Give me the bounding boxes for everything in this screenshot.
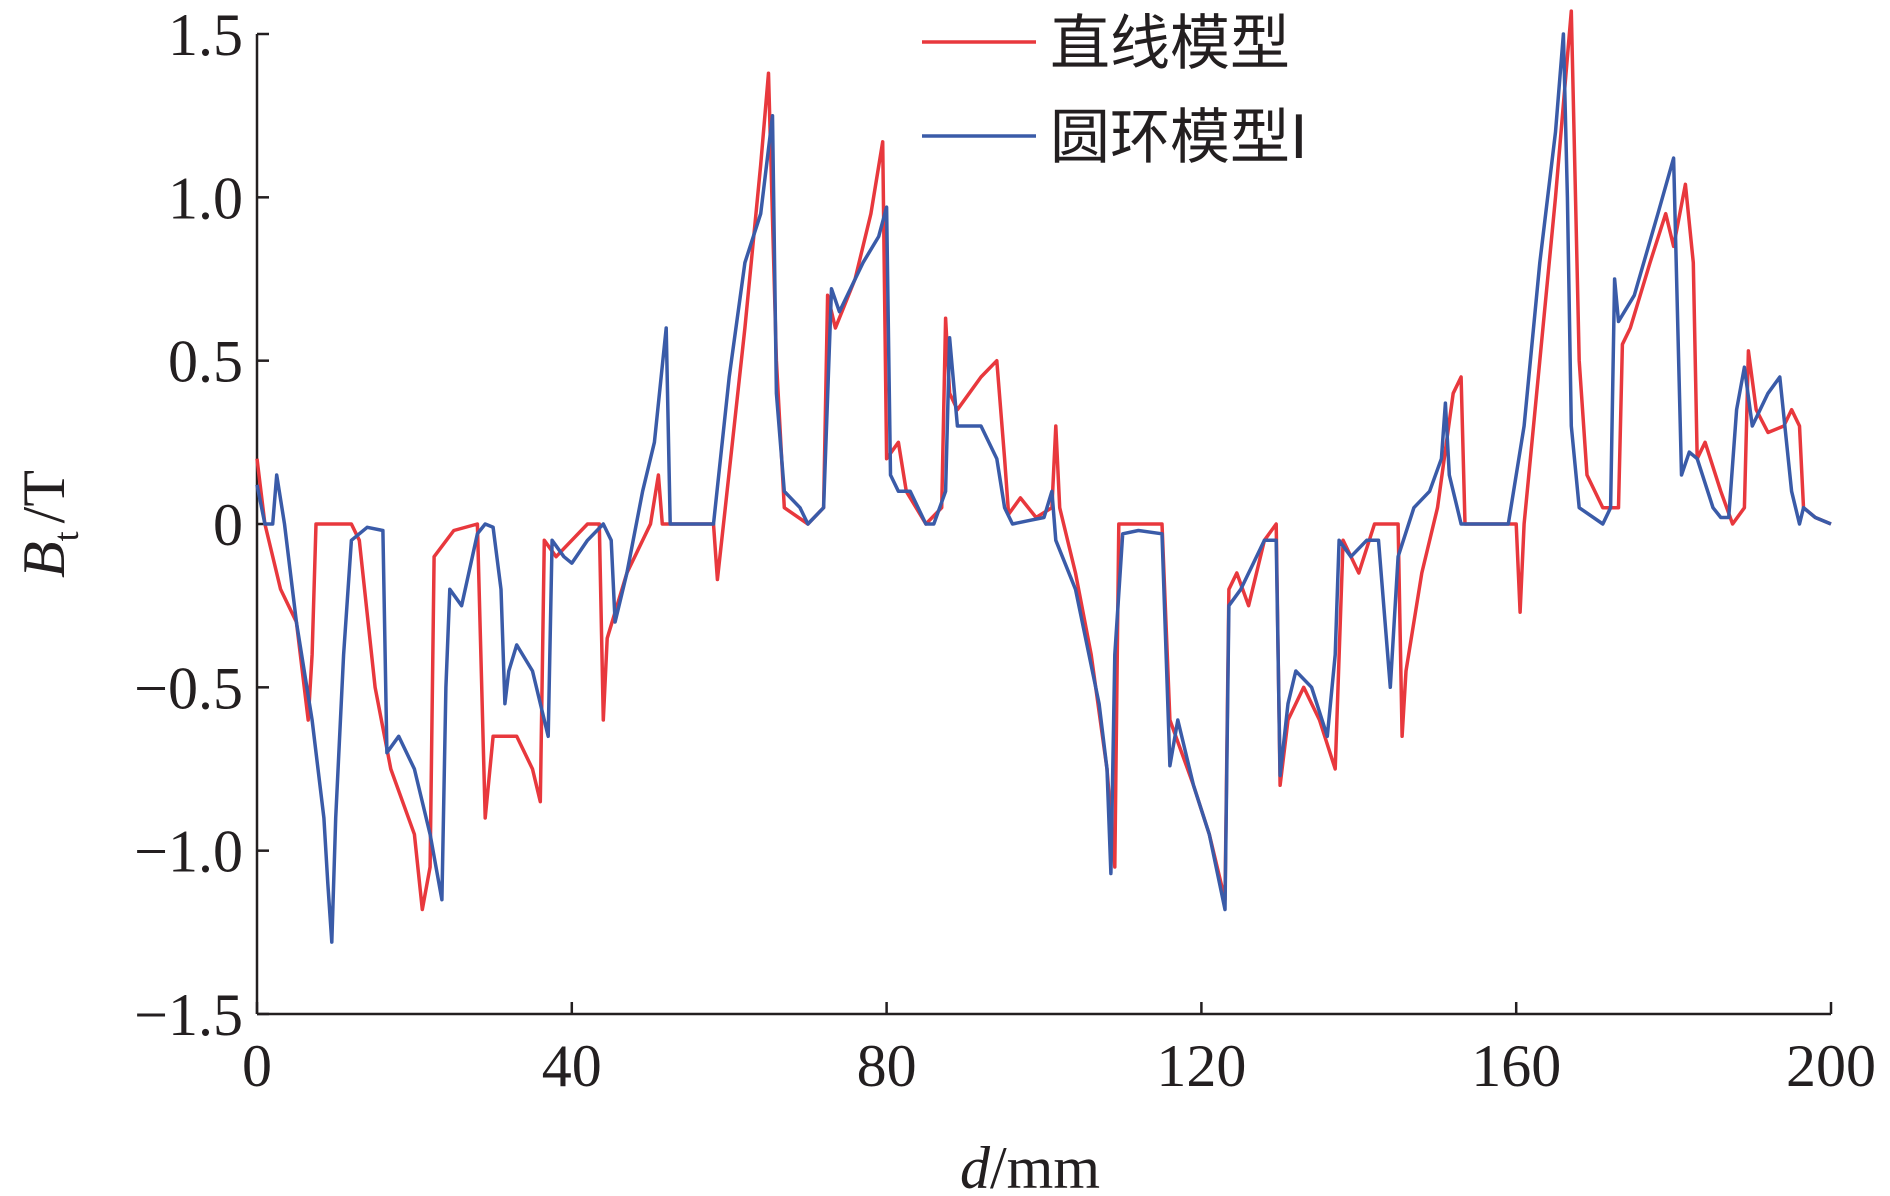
y-tick-label: 0	[213, 492, 243, 558]
x-tick-label: 160	[1471, 1033, 1561, 1099]
y-tick-label: 0.5	[168, 329, 243, 395]
x-tick-label: 40	[542, 1033, 602, 1099]
y-label-sub: t	[46, 531, 86, 541]
y-tick-label: 1.5	[168, 2, 243, 68]
series-line	[255, 32, 1832, 944]
y-tick-label: −0.5	[134, 655, 243, 721]
y-label-unit: /T	[11, 470, 77, 523]
x-tick-label: 120	[1156, 1033, 1246, 1099]
y-tick-label: 1.0	[168, 165, 243, 231]
legend-label: 圆环模型I	[1050, 103, 1308, 173]
x-tick-label: 0	[242, 1033, 272, 1099]
x-axis-label: d/mm	[960, 1135, 1100, 1196]
y-tick-label: −1.5	[134, 982, 243, 1048]
y-axis-label: Bt/T	[11, 470, 86, 578]
x-label-var: d	[960, 1135, 991, 1196]
legend-label: 直线模型	[1050, 9, 1290, 79]
x-label-unit: /mm	[990, 1135, 1100, 1196]
x-tick-label: 200	[1786, 1033, 1876, 1099]
y-label-main: B	[11, 541, 77, 578]
x-tick-label: 80	[857, 1033, 917, 1099]
y-tick-label: −1.0	[134, 819, 243, 885]
series-line	[255, 9, 1832, 912]
